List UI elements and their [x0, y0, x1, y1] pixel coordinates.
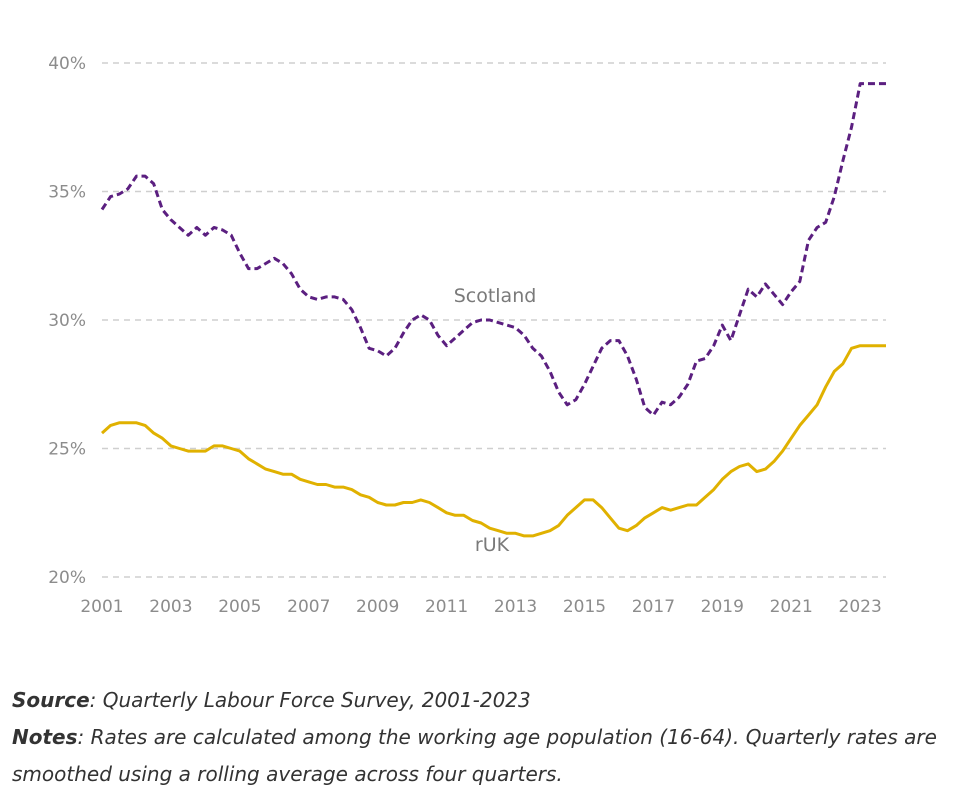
x-tick-label: 2019 [701, 597, 744, 617]
source-text: : Quarterly Labour Force Survey, 2001-20… [89, 688, 531, 712]
x-tick-label: 2001 [80, 597, 123, 617]
series-label-scotland: Scotland [454, 285, 537, 307]
y-tick-label: 25% [48, 440, 86, 460]
source-line: Source: Quarterly Labour Force Survey, 2… [12, 682, 972, 719]
x-tick-label: 2015 [563, 597, 606, 617]
x-tick-label: 2013 [494, 597, 537, 617]
y-tick-label: 30% [48, 311, 86, 331]
y-axis: 20% 25% 30% 35% 40% [48, 54, 86, 588]
line-chart: 20% 25% 30% 35% 40% 2001 2003 2005 2007 2009 2011… [48, 54, 886, 617]
notes-text: : Rates are calculated among the working… [12, 725, 937, 786]
y-tick-label: 35% [48, 183, 86, 203]
y-tick-label: 20% [48, 568, 86, 588]
x-axis: 2001 2003 2005 2007 2009 2011 2013 2015 2017 2019… [80, 597, 881, 617]
series-lines [100, 82, 886, 538]
x-tick-label: 2017 [632, 597, 675, 617]
series-line-scotland [100, 82, 886, 417]
chart-notes: Source: Quarterly Labour Force Survey, 2… [12, 682, 972, 793]
x-tick-label: 2021 [770, 597, 813, 617]
x-tick-label: 2023 [839, 597, 882, 617]
x-tick-label: 2009 [356, 597, 399, 617]
x-tick-label: 2005 [218, 597, 261, 617]
x-tick-label: 2011 [425, 597, 468, 617]
notes-label: Notes [12, 725, 78, 749]
x-tick-label: 2007 [287, 597, 330, 617]
series-line-ruk [100, 344, 886, 538]
source-label: Source [12, 688, 90, 712]
gridlines [102, 62, 886, 578]
notes-line: Notes: Rates are calculated among the wo… [12, 719, 972, 793]
series-label-ruk: rUK [475, 534, 510, 556]
x-tick-label: 2003 [149, 597, 192, 617]
y-tick-label: 40% [48, 54, 86, 74]
